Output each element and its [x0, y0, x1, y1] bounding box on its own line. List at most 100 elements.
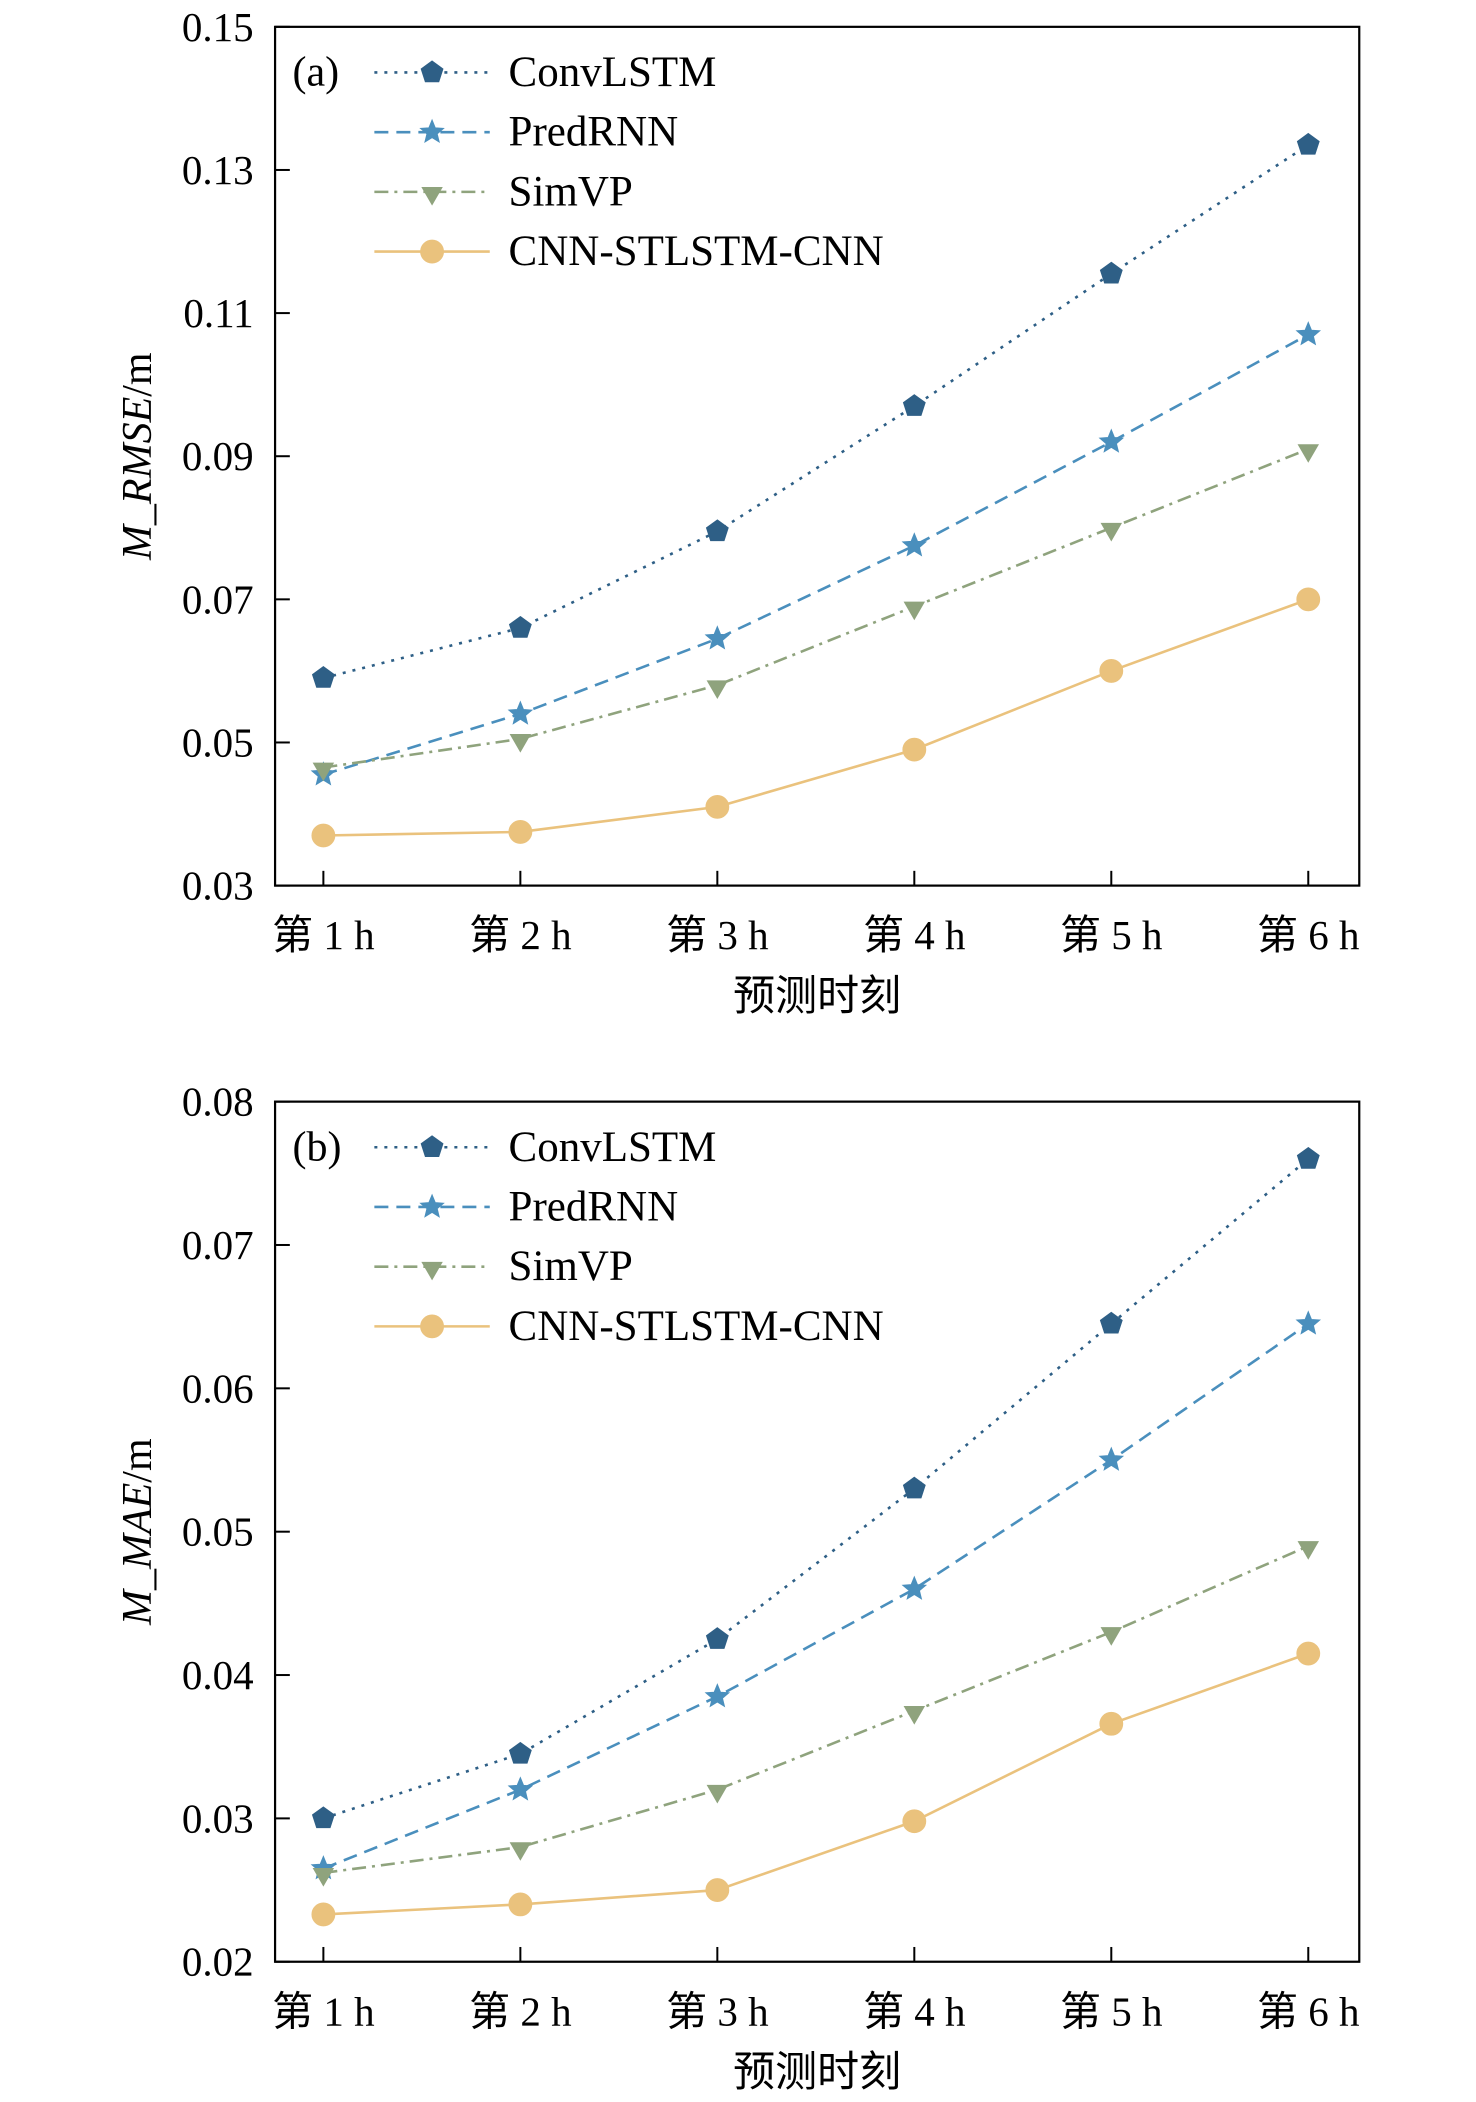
plot-frame	[273, 25, 1361, 887]
legend-entry: SimVP	[509, 1243, 633, 1290]
x-tick-label: 第 1 h	[272, 912, 375, 958]
x-tick-label: 第 4 h	[863, 1988, 966, 2034]
data-point	[311, 1806, 335, 1829]
legend-pentagon-icon	[420, 1135, 444, 1157]
data-point	[1296, 132, 1320, 155]
y-tick-label: 0.09	[182, 433, 254, 479]
data-point	[1100, 522, 1123, 542]
data-point	[508, 615, 532, 638]
data-point	[704, 625, 731, 650]
series-line-simvp	[323, 1544, 1309, 1875]
x-tick-label: 第 1 h	[272, 1988, 375, 2034]
series-line-convlstm	[322, 1157, 1310, 1820]
series-line-predrnn	[322, 333, 1309, 776]
data-point	[1099, 1311, 1123, 1334]
data-point	[1297, 1541, 1320, 1560]
data-point	[312, 762, 335, 782]
data-point	[704, 1683, 731, 1708]
panel-label: (b)	[293, 1124, 342, 1170]
y-tick-label: 0.05	[182, 1509, 254, 1555]
chart-panel-a: 0.03 0.05 0.07 0.09 0.11 0.13 0.15 第 1 h 第 2 h 第 …	[115, 4, 1361, 1020]
legend-triangle-down-icon	[421, 187, 443, 206]
data-point	[1099, 1711, 1124, 1736]
data-point	[1099, 659, 1124, 683]
y-tick-label: 0.05	[182, 719, 254, 765]
y-tick-label: 0.08	[182, 1079, 254, 1125]
data-point	[1100, 1627, 1123, 1646]
y-tick-label: 0.13	[182, 147, 254, 193]
x-tick-label: 第 3 h	[666, 912, 769, 958]
y-tick-label: 0.03	[182, 863, 254, 909]
x-tick-label: 第 6 h	[1257, 1988, 1360, 2034]
data-point	[1098, 428, 1125, 453]
data-point	[312, 1868, 335, 1887]
data-point	[902, 394, 926, 416]
y-axis-label-quantity: M_RMSE	[115, 397, 161, 561]
legend: ConvLSTM PredRNN SimVP CNN-STLSTM-CNN	[374, 49, 884, 275]
data-point	[903, 1706, 926, 1725]
y-axis-label-quantity: M_MAE	[115, 1483, 161, 1626]
y-tick-label: 0.03	[182, 1795, 254, 1841]
data-point	[705, 794, 730, 819]
data-point	[509, 1842, 532, 1861]
y-tick-label: 0.06	[182, 1365, 254, 1411]
data-point	[311, 1902, 336, 1927]
plot-frame	[273, 1100, 1361, 1963]
legend-entry: ConvLSTM	[509, 1124, 717, 1171]
x-axis-label: 预测时刻	[733, 2050, 901, 2096]
data-point	[508, 1741, 532, 1764]
x-tick-label: 第 2 h	[469, 912, 572, 958]
legend: ConvLSTM PredRNN SimVP CNN-STLSTM-CNN	[374, 1124, 884, 1350]
data-point	[508, 820, 533, 844]
data-point	[1296, 1641, 1321, 1666]
data-point	[311, 666, 335, 688]
data-point	[508, 1892, 533, 1917]
legend-circle-icon	[420, 1314, 444, 1339]
x-tick-label: 第 2 h	[469, 1988, 572, 2034]
data-point	[509, 734, 532, 753]
x-tick-label: 第 5 h	[1060, 1988, 1163, 2034]
x-tick-label: 第 6 h	[1257, 912, 1360, 958]
y-axis-label-unit: /m	[115, 1438, 161, 1483]
data-point	[1098, 1446, 1125, 1471]
data-point	[1295, 1310, 1322, 1335]
y-axis-label: M_RMSE/m	[115, 352, 161, 561]
x-tick-label: 第 4 h	[863, 912, 966, 958]
data-point	[706, 1784, 729, 1804]
data-point	[705, 519, 729, 542]
legend-entry: SimVP	[509, 168, 633, 215]
data-point	[902, 737, 927, 762]
series-line-cnn-stlstm-cnn	[323, 598, 1309, 837]
legend-entry: CNN-STLSTM-CNN	[509, 228, 884, 275]
data-point	[901, 1575, 928, 1600]
data-point	[705, 1878, 730, 1902]
legend-entry: PredRNN	[509, 1183, 679, 1230]
y-tick-label: 0.02	[182, 1939, 254, 1985]
chart-panel-b: 0.02 0.03 0.04 0.05 0.06 0.07 0.08 第 1 h 第 2 h 第 …	[115, 1079, 1361, 2096]
y-axis-label-unit: /m	[115, 352, 161, 397]
x-tick-label: 第 3 h	[666, 1988, 769, 2034]
series-line-cnn-stlstm-cnn	[323, 1652, 1309, 1916]
data-point	[1099, 261, 1123, 284]
panel-label: (a)	[293, 49, 340, 95]
series-line-predrnn	[322, 1322, 1310, 1870]
legend-star-icon	[419, 118, 445, 144]
data-point	[1295, 321, 1322, 346]
data-point	[705, 1627, 729, 1649]
data-point	[1296, 587, 1321, 612]
data-point	[311, 823, 336, 848]
series-line-convlstm	[323, 143, 1309, 680]
data-point	[507, 1776, 534, 1801]
legend-entry: PredRNN	[509, 109, 679, 156]
x-tick-label: 第 5 h	[1060, 912, 1163, 958]
data-point	[902, 1809, 927, 1834]
y-tick-label: 0.07	[182, 576, 254, 622]
legend-entry: ConvLSTM	[509, 49, 717, 96]
legend-entry: CNN-STLSTM-CNN	[509, 1303, 884, 1350]
data-point	[903, 601, 926, 621]
y-tick-label: 0.04	[182, 1652, 254, 1698]
data-point	[902, 1476, 926, 1499]
y-axis-label: M_MAE/m	[115, 1438, 161, 1626]
y-tick-label: 0.11	[183, 290, 253, 336]
